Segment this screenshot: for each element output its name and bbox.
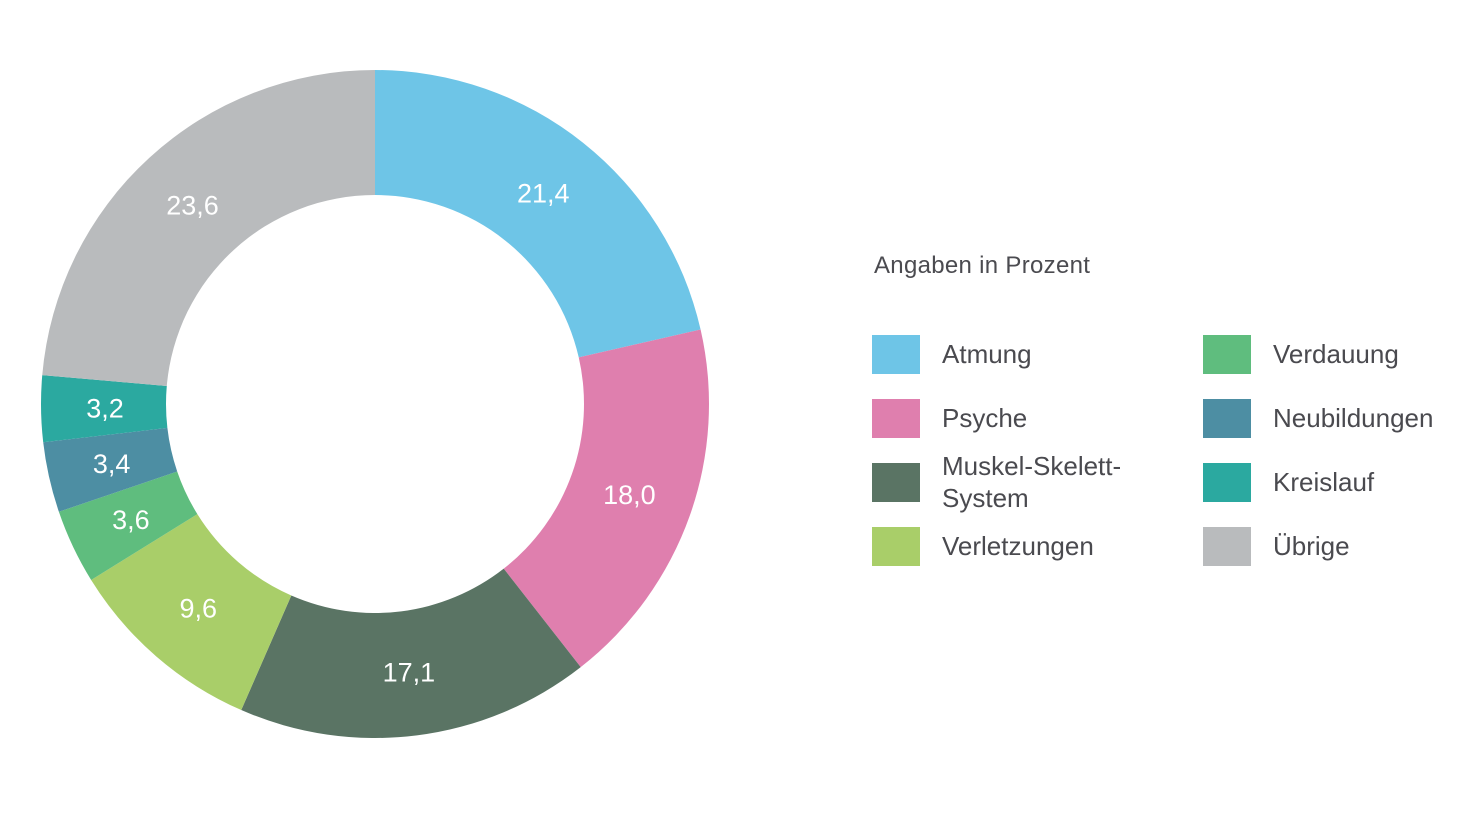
segment-value-label-neubildungen: 3,4	[93, 449, 131, 479]
legend-label-kreislauf: Kreislauf	[1273, 466, 1375, 497]
legend-swatch-kreislauf	[1203, 463, 1251, 502]
segment-verletzungen	[91, 514, 292, 711]
segment-value-label-verdauung: 3,6	[112, 505, 150, 535]
segment-neubildungen	[43, 427, 178, 512]
segment-value-label-verletzungen: 9,6	[179, 594, 217, 624]
legend-swatch-verdauung	[1203, 335, 1251, 374]
legend-swatch-atmung	[872, 335, 920, 374]
legend-label-verletzungen: Verletzungen	[942, 530, 1094, 561]
legend-item-muskel-skelett-system: Muskel-Skelett-System	[872, 451, 1147, 513]
legend-title: Angaben in Prozent	[874, 252, 1091, 279]
legend-swatch-psyche	[872, 399, 920, 438]
segment-muskel-skelett-system	[241, 568, 581, 739]
legend-swatch-uebrige	[1203, 527, 1251, 566]
legend-swatch-neubildungen	[1203, 399, 1251, 438]
legend-label-atmung: Atmung	[942, 338, 1032, 369]
legend-swatch-muskel-skelett-system	[872, 463, 920, 502]
segment-value-label-uebrige: 23,6	[166, 190, 219, 220]
segment-psyche	[503, 329, 710, 668]
legend-column-1: Atmung Psyche Muskel-Skelett-System Verletz…	[872, 335, 1147, 591]
legend-item-verdauung: Verdauung	[1203, 335, 1433, 374]
legend-item-verletzungen: Verletzungen	[872, 527, 1147, 566]
segment-value-label-kreislauf: 3,2	[86, 393, 124, 423]
legend-swatch-verletzungen	[872, 527, 920, 566]
legend-column-2: Verdauung Neubildungen Kreislauf Übrige	[1203, 335, 1433, 591]
segment-value-label-atmung: 21,4	[517, 178, 570, 208]
segment-value-label-muskel-skelett-system: 17,1	[383, 657, 436, 687]
legend-label-uebrige: Übrige	[1273, 530, 1350, 561]
segment-atmung	[375, 70, 701, 358]
legend-label-muskel-skelett-system: Muskel-Skelett-System	[942, 450, 1122, 513]
legend-item-atmung: Atmung	[872, 335, 1147, 374]
segment-kreislauf	[41, 375, 168, 443]
legend-item-uebrige: Übrige	[1203, 527, 1433, 566]
segment-verdauung	[58, 471, 198, 581]
legend-item-neubildungen: Neubildungen	[1203, 399, 1433, 438]
legend-label-neubildungen: Neubildungen	[1273, 402, 1434, 433]
legend-item-kreislauf: Kreislauf	[1203, 463, 1433, 502]
legend-label-psyche: Psyche	[942, 402, 1028, 433]
legend-label-verdauung: Verdauung	[1273, 338, 1399, 369]
segment-value-label-psyche: 18,0	[603, 480, 656, 510]
legend-item-psyche: Psyche	[872, 399, 1147, 438]
segment-uebrige	[42, 69, 375, 386]
